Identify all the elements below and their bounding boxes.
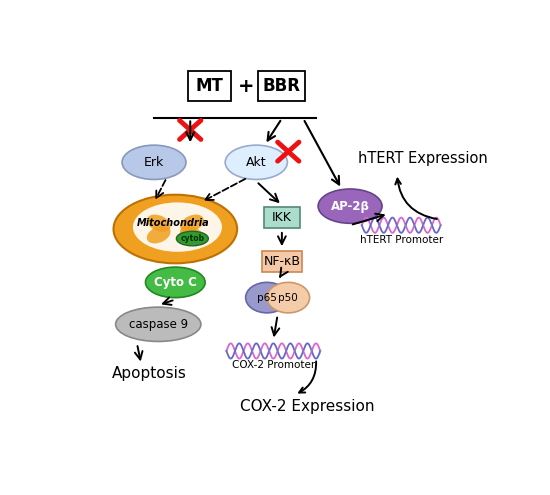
- Text: Cyto C: Cyto C: [154, 276, 197, 289]
- Ellipse shape: [180, 214, 204, 232]
- Ellipse shape: [180, 226, 204, 244]
- Ellipse shape: [246, 282, 288, 313]
- Text: IKK: IKK: [272, 211, 292, 224]
- Text: hTERT Expression: hTERT Expression: [358, 151, 487, 166]
- Ellipse shape: [225, 145, 288, 180]
- Bar: [262, 251, 302, 272]
- Text: MT: MT: [195, 77, 223, 95]
- Text: hTERT Promoter: hTERT Promoter: [360, 235, 443, 245]
- Text: p50: p50: [278, 293, 298, 302]
- Ellipse shape: [267, 282, 310, 313]
- Text: COX-2 Promoter: COX-2 Promoter: [232, 360, 315, 370]
- Text: BBR: BBR: [263, 77, 301, 95]
- Text: +: +: [238, 77, 254, 96]
- Text: cytob: cytob: [180, 234, 205, 243]
- Text: p65: p65: [257, 293, 277, 302]
- Text: NF-κB: NF-κB: [263, 255, 300, 268]
- Text: AP-2β: AP-2β: [331, 199, 370, 213]
- Ellipse shape: [145, 267, 205, 297]
- Text: Apoptosis: Apoptosis: [111, 366, 186, 381]
- Text: Mitochondria: Mitochondria: [137, 218, 210, 228]
- Ellipse shape: [133, 202, 222, 252]
- Ellipse shape: [116, 307, 201, 342]
- Text: COX-2 Expression: COX-2 Expression: [240, 399, 375, 414]
- Ellipse shape: [113, 195, 237, 263]
- Text: caspase 9: caspase 9: [129, 318, 188, 331]
- Ellipse shape: [318, 189, 382, 223]
- Ellipse shape: [147, 226, 170, 244]
- Bar: [258, 71, 305, 101]
- Bar: [188, 71, 231, 101]
- Bar: [264, 207, 300, 228]
- Ellipse shape: [147, 214, 170, 232]
- Text: Akt: Akt: [246, 156, 267, 169]
- Text: Erk: Erk: [144, 156, 164, 169]
- Ellipse shape: [122, 145, 186, 180]
- Ellipse shape: [177, 231, 208, 246]
